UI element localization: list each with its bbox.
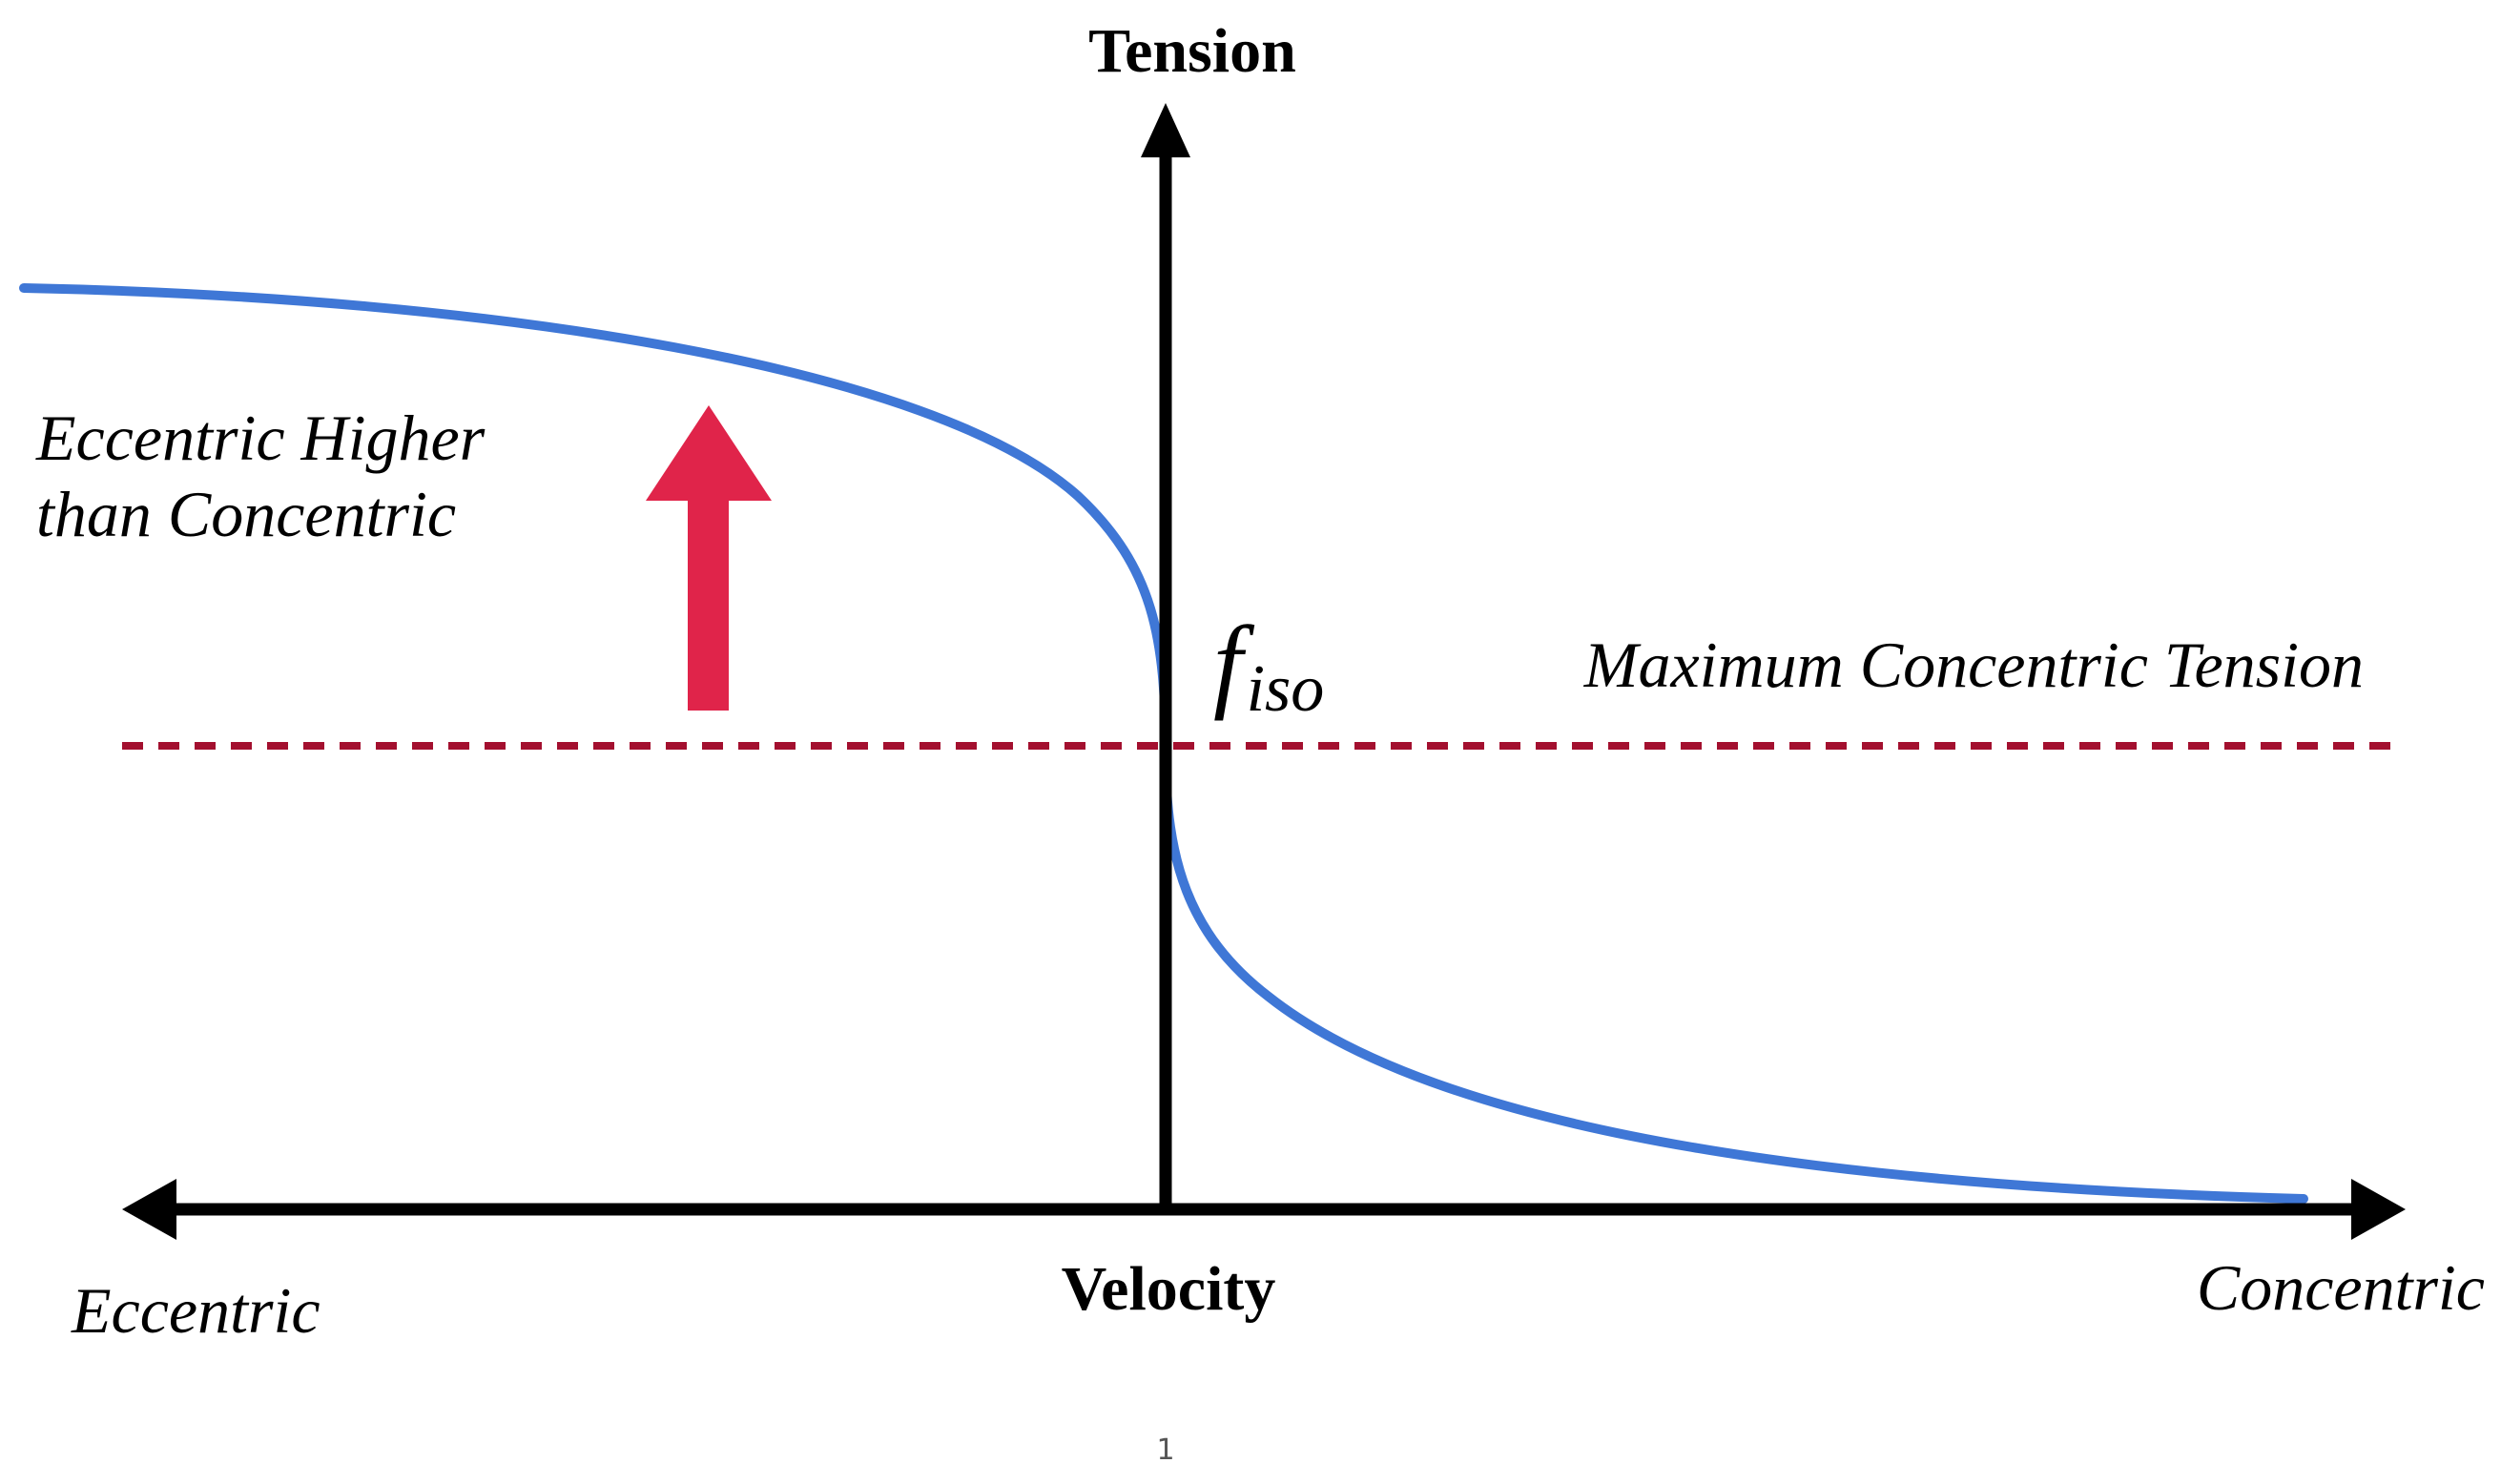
velocity-axis-label: Velocity [1062, 1254, 1276, 1324]
tension-axis-arrowhead [1141, 103, 1190, 157]
concentric-axis-label: Concentric [2197, 1251, 2485, 1324]
fiso-subscript: iso [1247, 652, 1325, 726]
velocity-axis-left-arrowhead [122, 1179, 176, 1240]
reference-line-label: Maximum Concentric Tension [1583, 629, 2364, 701]
eccentric-axis-label: Eccentric [71, 1274, 320, 1347]
eccentric-note-line2: than Concentric [36, 478, 456, 550]
tension-axis-label: Tension [1088, 16, 1296, 86]
red-up-arrow-icon [646, 405, 772, 711]
eccentric-note-line1: Eccentric Higher [35, 402, 486, 474]
fiso-label: fiso [1213, 605, 1324, 726]
page-number: 1 [1156, 1433, 1174, 1467]
velocity-axis-right-arrowhead [2351, 1179, 2406, 1240]
